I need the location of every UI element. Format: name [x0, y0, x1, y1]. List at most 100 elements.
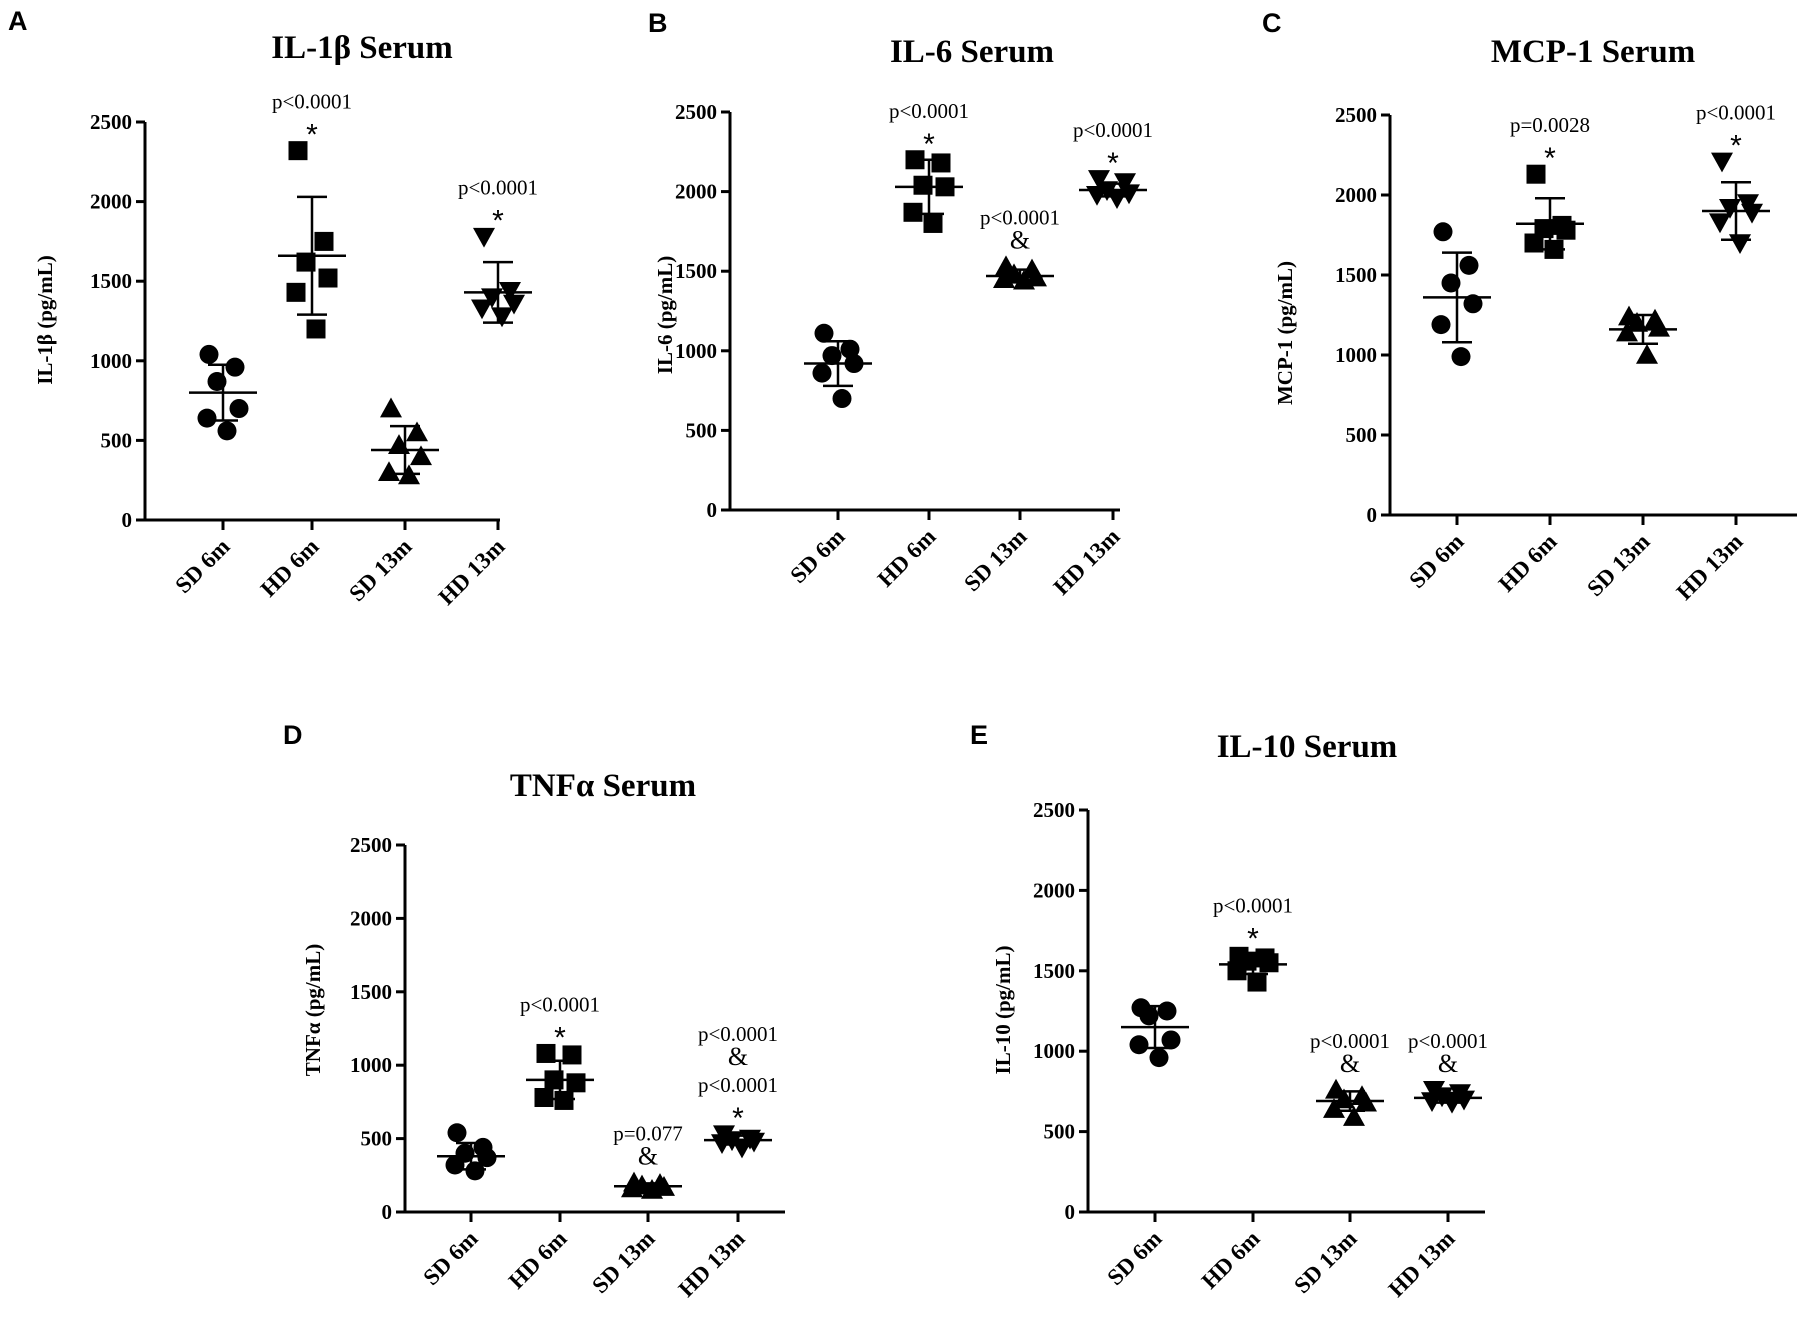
- data-point: [410, 445, 432, 466]
- p-value-label: p<0.0001: [458, 176, 538, 200]
- data-point: [1259, 953, 1279, 973]
- data-point: [1106, 189, 1128, 209]
- p-value-label: p<0.0001: [980, 205, 1060, 229]
- group-0: [437, 1123, 505, 1181]
- data-point: [445, 1155, 465, 1175]
- x-tick-label: HD 13m: [674, 1226, 750, 1302]
- significance-ampersand: &: [638, 1142, 658, 1171]
- group-0: [1121, 998, 1189, 1068]
- data-point: [477, 1148, 497, 1168]
- data-point: [1524, 233, 1544, 253]
- y-axis-label: MCP-1 (pg/mL): [1273, 261, 1297, 405]
- group-3: * p<0.0001: [1696, 100, 1776, 254]
- x-tick-label: SD 6m: [170, 534, 234, 598]
- data-point: [465, 1161, 485, 1181]
- data-point: [554, 1090, 574, 1110]
- y-tick-label: 0: [382, 1200, 393, 1224]
- group-0: [1423, 222, 1491, 367]
- x-tick-label: SD 13m: [1289, 1226, 1361, 1298]
- group-1: * p<0.0001: [272, 90, 352, 339]
- data-point: [566, 1073, 586, 1093]
- data-point: [1616, 321, 1638, 342]
- group-1: * p<0.0001: [889, 99, 969, 233]
- y-tick-label: 1000: [90, 349, 132, 373]
- y-tick-label: 1000: [1335, 343, 1377, 367]
- significance-star: *: [1107, 147, 1119, 180]
- y-tick-label: 1500: [90, 269, 132, 293]
- group-2: [371, 397, 439, 485]
- panel-b: B IL-6 Serum IL-6 (pg/mL) 0 500 1000 1500 2000 2…: [648, 8, 1153, 600]
- data-point: [903, 202, 923, 222]
- y-axis-label: IL-1β (pg/mL): [33, 255, 57, 385]
- significance-ampersand: &: [1010, 225, 1030, 254]
- y-tick-label: 0: [1367, 503, 1378, 527]
- y-tick-label: 2500: [1033, 798, 1075, 822]
- significance-star: *: [492, 205, 504, 238]
- x-tick-label: SD 6m: [1102, 1226, 1166, 1290]
- panel-letter: E: [970, 720, 988, 750]
- group-0: [804, 323, 872, 409]
- group-2: &p=0.077: [613, 1122, 683, 1199]
- p-value-label: p<0.0001: [1696, 100, 1776, 124]
- data-point: [286, 282, 306, 302]
- y-tick-label: 2000: [90, 190, 132, 214]
- y-axis-label: IL-6 (pg/mL): [653, 256, 677, 374]
- significance-star: *: [923, 128, 935, 161]
- y-tick-label: 500: [1346, 423, 1378, 447]
- y-axis-label: TNFα (pg/mL): [301, 944, 325, 1076]
- y-tick-label: 1500: [1335, 263, 1377, 287]
- y-tick-label: 1500: [675, 259, 717, 283]
- data-point: [217, 421, 237, 441]
- y-tick-label: 0: [122, 508, 133, 532]
- y-tick-label: 1000: [675, 339, 717, 363]
- x-tick-label: HD 6m: [1197, 1226, 1265, 1294]
- data-point: [229, 399, 249, 419]
- panel-a: A IL-1β Serum IL-1β (pg/mL) 0 500 1000 1500 200…: [8, 6, 538, 610]
- y-tick-label: 1000: [350, 1053, 392, 1077]
- data-point: [1741, 203, 1763, 224]
- x-tick-label: HD 13m: [1049, 524, 1125, 600]
- p-value-label: p<0.0001: [698, 1022, 778, 1046]
- data-point: [832, 389, 852, 409]
- data-point: [931, 153, 951, 173]
- group-1: * p<0.0001: [1213, 894, 1293, 992]
- data-point: [380, 397, 402, 418]
- data-point: [1636, 344, 1658, 364]
- significance-star: *: [306, 119, 318, 152]
- data-point: [1013, 269, 1035, 290]
- data-point: [1129, 1035, 1149, 1055]
- data-point: [1459, 255, 1479, 275]
- data-point: [1711, 152, 1733, 173]
- chart-title: IL-10 Serum: [1217, 729, 1398, 765]
- data-point: [1343, 1106, 1365, 1126]
- p-value-label: p<0.0001: [698, 1073, 778, 1097]
- data-point: [1526, 164, 1546, 184]
- panel-letter: C: [1262, 8, 1282, 38]
- data-point: [814, 323, 834, 343]
- chart-title: IL-1β Serum: [271, 30, 452, 66]
- data-point: [378, 461, 400, 482]
- group-2: &p<0.0001: [1310, 1029, 1390, 1126]
- data-point: [743, 1132, 765, 1153]
- data-point: [1149, 1048, 1169, 1068]
- chart-title: TNFα Serum: [510, 768, 696, 804]
- data-point: [840, 339, 860, 359]
- data-point: [1556, 220, 1576, 240]
- p-value-label: p=0.0028: [1510, 113, 1590, 137]
- data-point: [318, 268, 338, 288]
- x-tick-label: HD 6m: [504, 1226, 572, 1294]
- group-3: &p<0.0001: [1408, 1029, 1488, 1114]
- data-point: [306, 319, 326, 339]
- p-value-label: p<0.0001: [1213, 894, 1293, 918]
- x-tick-label: SD 13m: [344, 534, 416, 606]
- significance-star: *: [554, 1021, 566, 1054]
- group-2: &p<0.0001: [980, 205, 1060, 290]
- data-point: [197, 408, 217, 428]
- y-tick-label: 0: [1065, 1200, 1076, 1224]
- data-point: [314, 231, 334, 251]
- y-tick-label: 1000: [1033, 1039, 1075, 1063]
- data-point: [473, 227, 495, 248]
- group-1: * p<0.0001: [520, 992, 600, 1110]
- panel-c: C MCP-1 Serum MCP-1 (pg/mL) 0 500 1000 1500 200…: [1262, 8, 1797, 605]
